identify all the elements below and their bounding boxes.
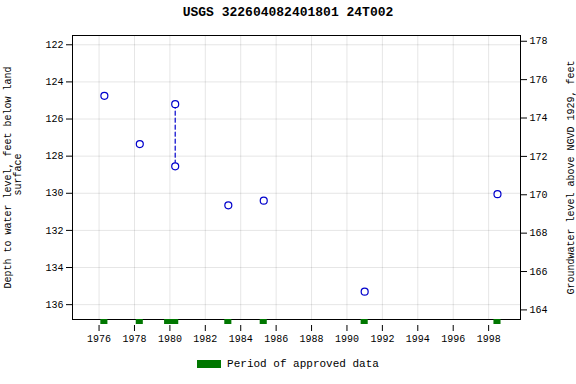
svg-text:126: 126 — [45, 114, 63, 125]
svg-text:136: 136 — [45, 300, 63, 311]
svg-text:1976: 1976 — [87, 334, 111, 345]
svg-text:1994: 1994 — [406, 334, 430, 345]
svg-text:132: 132 — [45, 226, 63, 237]
svg-text:Depth to water level, feet bel: Depth to water level, feet below land su… — [3, 66, 24, 288]
svg-text:1998: 1998 — [477, 334, 501, 345]
svg-text:172: 172 — [530, 152, 548, 163]
svg-text:128: 128 — [45, 151, 63, 162]
svg-text:168: 168 — [530, 228, 548, 239]
svg-text:134: 134 — [45, 263, 63, 274]
svg-text:170: 170 — [530, 190, 548, 201]
svg-text:1996: 1996 — [441, 334, 465, 345]
svg-text:164: 164 — [530, 305, 548, 316]
svg-text:1982: 1982 — [193, 334, 217, 345]
svg-text:166: 166 — [530, 267, 548, 278]
svg-text:130: 130 — [45, 188, 63, 199]
html-text:Period of approved data: Period of approved data — [227, 358, 379, 370]
svg-text:178: 178 — [530, 36, 548, 47]
svg-text:124: 124 — [45, 77, 63, 88]
html-text:USGS 322604082401801 24T002: USGS 322604082401801 24T002 — [182, 5, 394, 20]
svg-text:1986: 1986 — [264, 334, 288, 345]
svg-text:174: 174 — [530, 113, 548, 124]
svg-text:Groundwater level above NGVD 1: Groundwater level above NGVD 1929, feet — [566, 60, 576, 294]
svg-text:1990: 1990 — [335, 334, 359, 345]
svg-text:1978: 1978 — [122, 334, 146, 345]
svg-text:122: 122 — [45, 40, 63, 51]
svg-text:1988: 1988 — [300, 334, 324, 345]
svg-text:1992: 1992 — [370, 334, 394, 345]
svg-text:1980: 1980 — [158, 334, 182, 345]
svg-text:1984: 1984 — [229, 334, 253, 345]
svg-text:176: 176 — [530, 75, 548, 86]
